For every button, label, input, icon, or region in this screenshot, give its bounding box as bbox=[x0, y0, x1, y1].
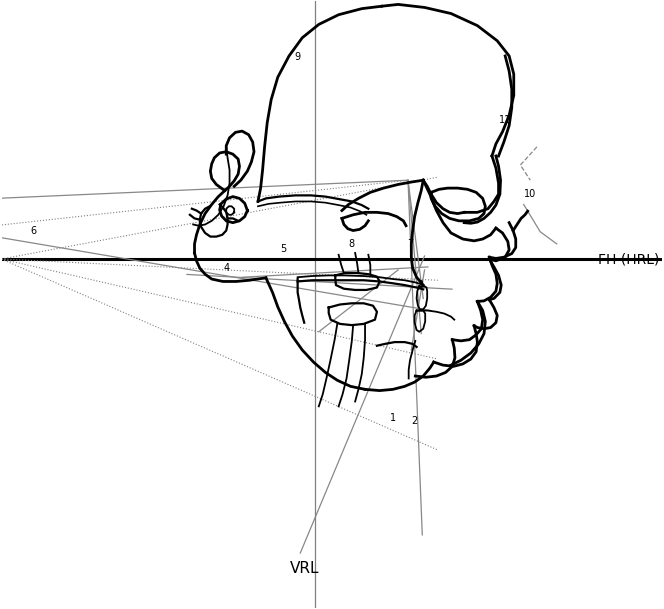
Text: 6: 6 bbox=[30, 225, 37, 236]
Text: 5: 5 bbox=[280, 244, 286, 254]
Text: 4: 4 bbox=[223, 263, 229, 273]
Text: 11: 11 bbox=[499, 115, 511, 125]
Text: 1: 1 bbox=[390, 414, 396, 423]
Text: FH (HRL): FH (HRL) bbox=[598, 252, 659, 266]
Text: VRL: VRL bbox=[290, 561, 319, 576]
Text: 8: 8 bbox=[349, 239, 355, 249]
Text: 9: 9 bbox=[295, 52, 301, 62]
Text: 10: 10 bbox=[524, 189, 537, 199]
Text: 2: 2 bbox=[411, 416, 417, 426]
Text: 7: 7 bbox=[407, 239, 413, 249]
Text: 3: 3 bbox=[418, 280, 424, 290]
